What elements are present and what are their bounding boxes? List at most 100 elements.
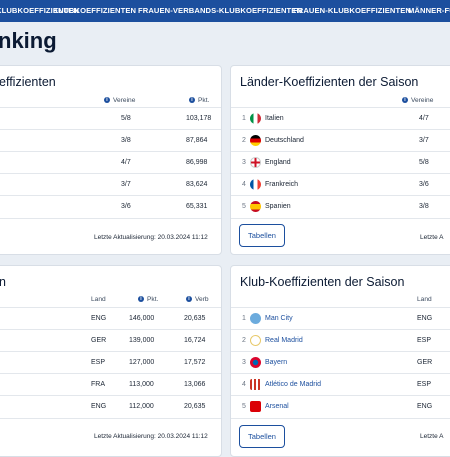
table-row[interactable]: 3 England 5/8: [231, 151, 450, 174]
last-updated: Letzte A: [420, 234, 444, 241]
header-country: Land: [417, 296, 432, 303]
table-row[interactable]: 1 Italien 4/7: [231, 107, 450, 130]
table-row[interactable]: 3 Bayern GER: [231, 351, 450, 374]
club-name-link[interactable]: Man City: [265, 315, 293, 322]
points-value: 112,000: [129, 403, 154, 410]
clubs-value: 5/8: [121, 115, 131, 122]
country-code: ESP: [91, 359, 106, 366]
table-row[interactable]: 3/6 65,331: [0, 195, 221, 219]
rank: 4: [242, 381, 246, 388]
country-name[interactable]: Deutschland: [265, 137, 304, 144]
points-value: 83,624: [186, 181, 208, 188]
table-row[interactable]: 1 Man City ENG: [231, 307, 450, 330]
table-row[interactable]: FRA 113,000 13,066: [0, 373, 221, 396]
points-value: 127,000: [129, 359, 155, 366]
header-country: Land: [91, 296, 106, 303]
info-icon[interactable]: i: [138, 296, 144, 303]
country-name[interactable]: Spanien: [265, 203, 291, 210]
club-name-link[interactable]: Real Madrid: [265, 337, 303, 344]
rank: 1: [242, 115, 246, 122]
country-coefficients-card: effizienten i Vereine i Pkt. 5/8 103,178 3…: [0, 65, 222, 255]
rank: 4: [242, 181, 246, 188]
table-row[interactable]: 2 Real Madrid ESP: [231, 329, 450, 352]
table-row[interactable]: GER 139,000 16,724: [0, 329, 221, 352]
header-points: i Pkt.: [189, 97, 209, 104]
last-updated: Letzte Aktualisierung: 20.03.2024 11:12: [94, 234, 208, 241]
country-code: ENG: [91, 315, 107, 322]
club-name-link[interactable]: Arsenal: [265, 403, 289, 410]
table-row[interactable]: ENG 112,000 20,635: [0, 395, 221, 419]
rank: 2: [242, 137, 246, 144]
table-row[interactable]: 5/8 103,178: [0, 107, 221, 130]
clubs-value: 3/7: [419, 137, 429, 144]
clubs-value: 3/7: [121, 181, 131, 188]
clubs-value: 4/7: [419, 115, 429, 122]
clubs-value: 4/7: [121, 159, 131, 166]
header-clubs: i Vereine: [104, 97, 135, 104]
clubs-value: 3/6: [121, 203, 131, 210]
info-icon[interactable]: i: [104, 97, 110, 104]
info-icon[interactable]: i: [189, 97, 195, 104]
info-icon[interactable]: i: [186, 296, 192, 303]
card-title: Klub-Koeffizienten der Saison: [240, 275, 405, 289]
table-row[interactable]: ENG 146,000 20,635: [0, 307, 221, 330]
table-row[interactable]: 4/7 86,998: [0, 151, 221, 174]
table-row[interactable]: 4 Frankreich 3/6: [231, 173, 450, 196]
last-updated: Letzte Aktualisierung: 20.03.2024 11:12: [94, 433, 208, 440]
tables-button[interactable]: Tabellen: [239, 425, 285, 448]
clubs-value: 3/6: [419, 181, 429, 188]
rank: 1: [242, 315, 246, 322]
country-code: ESP: [417, 337, 432, 344]
info-icon[interactable]: i: [402, 97, 408, 104]
country-code: ESP: [417, 381, 432, 388]
nav-item-2[interactable]: KLUBKOEFFIZIENTEN: [53, 6, 137, 15]
italy-flag-icon: [250, 113, 261, 124]
clubs-value: 5/8: [419, 159, 429, 166]
club-name-link[interactable]: Bayern: [265, 359, 288, 366]
rank: 2: [242, 337, 246, 344]
country-code: GER: [417, 359, 433, 366]
germany-flag-icon: [250, 135, 261, 146]
table-row[interactable]: 5 Arsenal ENG: [231, 395, 450, 419]
table-row[interactable]: 4 Atlético de Madrid ESP: [231, 373, 450, 396]
table-row[interactable]: ESP 127,000 17,572: [0, 351, 221, 374]
spain-flag-icon: [250, 201, 261, 212]
rank: 5: [242, 203, 246, 210]
man-city-crest-icon: [250, 313, 261, 324]
top-nav: KLUBKOEFFIZIENTEN KLUBKOEFFIZIENTEN FRAU…: [0, 0, 450, 22]
tables-button[interactable]: Tabellen: [239, 224, 285, 247]
table-row[interactable]: 3/8 87,864: [0, 129, 221, 152]
points-value: 113,000: [129, 381, 154, 388]
country-name[interactable]: Italien: [265, 115, 284, 122]
points-value: 65,331: [186, 203, 208, 210]
table-row[interactable]: 2 Deutschland 3/7: [231, 129, 450, 152]
season-country-coefficients-card: Länder-Koeffizienten der Saison i Vereine…: [230, 65, 450, 255]
association-value: 16,724: [184, 337, 206, 344]
points-value: 103,178: [186, 115, 212, 122]
table-row[interactable]: 5 Spanien 3/8: [231, 195, 450, 219]
clubs-value: 3/8: [121, 137, 131, 144]
country-name[interactable]: England: [265, 159, 291, 166]
bayern-crest-icon: [250, 357, 261, 368]
nav-item-1[interactable]: KLUBKOEFFIZIENTEN: [0, 6, 80, 15]
association-value: 13,066: [184, 381, 206, 388]
page-title: nking: [0, 28, 57, 53]
clubs-value: 3/8: [419, 203, 429, 210]
england-flag-icon: [250, 157, 261, 168]
association-value: 20,635: [184, 315, 206, 322]
last-updated: Letzte A: [420, 433, 444, 440]
club-name-link[interactable]: Atlético de Madrid: [265, 381, 322, 388]
table-row[interactable]: 3/7 83,624: [0, 173, 221, 196]
country-name[interactable]: Frankreich: [265, 181, 299, 188]
association-value: 20,635: [184, 403, 206, 410]
nav-item-5[interactable]: MÄNNER-FU: [408, 6, 450, 15]
header-association: i Verb: [186, 296, 209, 303]
arsenal-crest-icon: [250, 401, 261, 412]
nav-item-4[interactable]: FRAUEN-KLUBKOEFFIZIENTEN: [293, 6, 411, 15]
nav-item-3[interactable]: FRAUEN-VERBANDS-KLUBKOEFFIZIENTEN: [138, 6, 303, 15]
france-flag-icon: [250, 179, 261, 190]
points-value: 139,000: [129, 337, 155, 344]
points-value: 87,864: [186, 137, 208, 144]
rank: 3: [242, 159, 246, 166]
rank: 5: [242, 403, 246, 410]
